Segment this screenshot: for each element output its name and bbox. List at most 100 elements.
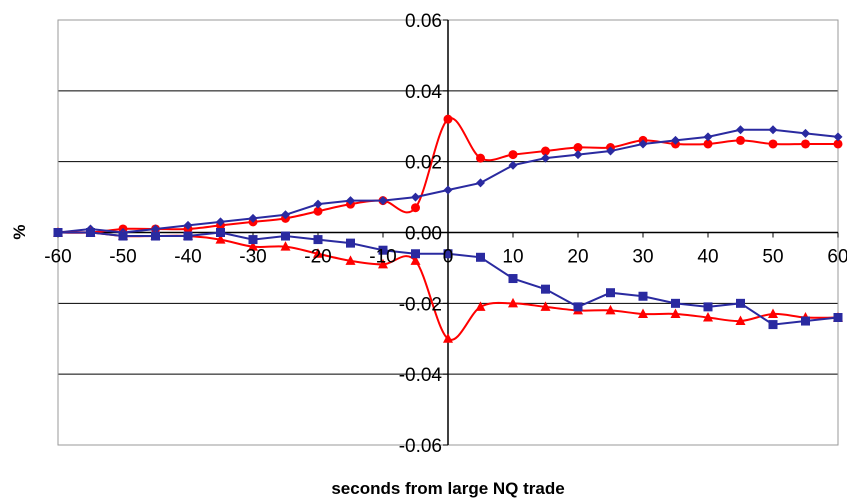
data-point-square [411, 249, 420, 259]
data-point-square [346, 238, 355, 248]
data-point-square [768, 320, 778, 330]
x-tick-label: -40 [174, 247, 201, 268]
data-point-triangle [670, 308, 681, 318]
data-point-diamond [508, 160, 518, 170]
data-point-diamond [606, 146, 615, 156]
data-point-diamond [378, 196, 388, 206]
data-point-triangle [378, 258, 388, 269]
data-point-circle [573, 143, 583, 152]
data-point-triangle [215, 234, 226, 244]
data-point-triangle [605, 304, 616, 315]
x-tick-label: 10 [502, 247, 523, 268]
data-point-square [541, 284, 550, 294]
y-tick-label: -0.02 [399, 294, 442, 315]
data-point-triangle [768, 308, 778, 318]
data-point-diamond [541, 153, 550, 163]
data-point-diamond [443, 185, 453, 195]
data-point-triangle [508, 297, 518, 308]
data-point-diamond [346, 196, 355, 206]
data-point-triangle [280, 241, 291, 251]
data-point-square [573, 302, 583, 312]
data-point-square [671, 298, 680, 308]
data-point-square [216, 228, 225, 237]
data-point-square [313, 235, 323, 245]
data-point-square [606, 288, 615, 298]
data-point-triangle [735, 315, 746, 326]
data-point-circle [541, 146, 550, 156]
data-point-diamond [638, 139, 648, 149]
data-point-circle [833, 139, 843, 149]
data-point-diamond [281, 210, 290, 220]
data-point-diamond [671, 135, 680, 145]
x-tick-label: 40 [697, 247, 718, 268]
data-point-circle [411, 203, 420, 213]
data-point-square [508, 274, 518, 284]
x-tick-label: -10 [369, 247, 396, 268]
data-point-square [281, 231, 290, 241]
x-tick-label: -50 [109, 247, 136, 268]
data-point-square [703, 302, 713, 312]
y-tick-label: -0.04 [399, 365, 443, 386]
y-tick-labels: 0.06 0.04 0.02 0.00 -0.02 -0.04 -0.06 [399, 11, 443, 457]
data-point-diamond [573, 150, 583, 160]
series-layer [53, 114, 843, 343]
data-point-square [86, 228, 95, 237]
data-point-square [183, 231, 193, 241]
x-tick-label: -30 [239, 247, 266, 268]
data-point-circle [313, 206, 323, 216]
data-point-square [248, 235, 258, 245]
data-point-diamond [703, 132, 713, 142]
data-point-triangle [638, 308, 648, 318]
y-tick-label: 0.04 [405, 82, 442, 103]
data-point-circle [443, 114, 453, 124]
data-point-diamond [801, 128, 810, 138]
data-point-square [801, 316, 810, 326]
data-point-square [378, 245, 388, 255]
data-point-square [443, 249, 453, 259]
x-tick-label: -20 [304, 247, 331, 268]
data-point-square [53, 228, 63, 237]
data-point-diamond [216, 217, 225, 227]
data-point-triangle [703, 312, 713, 322]
data-point-diamond [411, 192, 420, 202]
data-point-triangle [313, 248, 323, 258]
x-tick-label: 20 [567, 247, 588, 268]
data-point-triangle [443, 333, 453, 343]
data-point-diamond [151, 224, 160, 234]
data-point-triangle [540, 301, 551, 311]
y-tick-label: 0.02 [405, 153, 442, 174]
x-tick-label: 30 [632, 247, 653, 268]
data-point-circle [476, 153, 485, 163]
data-point-triangle [410, 255, 421, 265]
data-point-circle [801, 139, 810, 149]
data-point-circle [736, 135, 745, 145]
y-tick-label: 0.06 [405, 11, 442, 32]
data-point-square [833, 313, 843, 322]
data-point-triangle [475, 301, 486, 311]
data-point-circle [508, 150, 518, 160]
x-tick-label: 0 [443, 247, 454, 268]
data-point-circle [703, 139, 713, 149]
series-4 [53, 228, 843, 330]
data-point-square [151, 231, 160, 241]
data-point-circle [768, 139, 778, 149]
x-tick-label: 60 [827, 247, 847, 268]
y-tick-label: -0.06 [399, 436, 442, 457]
x-axis-title: seconds from large NQ trade [331, 479, 564, 498]
x-tick-label: -60 [44, 247, 71, 268]
y-tick-label: 0.00 [405, 224, 442, 245]
data-point-square [118, 231, 128, 241]
x-tick-labels: -60 -50 -40 -30 -20 -10 0 10 20 30 40 50 60 [44, 247, 847, 268]
data-point-diamond [736, 125, 745, 135]
data-point-diamond [833, 132, 843, 142]
data-point-square [638, 291, 648, 301]
data-point-square [736, 298, 745, 308]
data-point-diamond [768, 125, 778, 135]
x-tick-label: 50 [762, 247, 783, 268]
data-point-square [476, 252, 485, 262]
data-point-diamond [476, 178, 485, 188]
data-point-diamond [183, 220, 193, 230]
data-point-triangle [345, 255, 356, 265]
